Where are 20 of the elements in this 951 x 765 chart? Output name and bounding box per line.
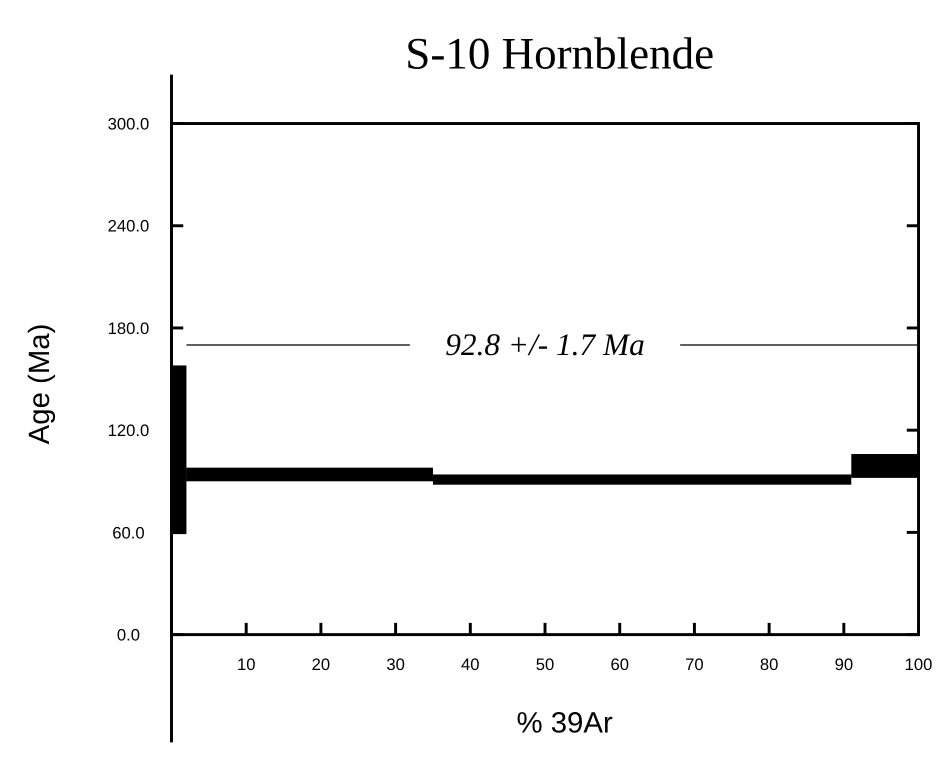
x-axis-title: % 39Ar (516, 706, 613, 740)
y-tick-label: 300.0 (108, 114, 150, 134)
x-tick-label: 70 (685, 654, 704, 674)
y-tick-label: 60.0 (112, 523, 145, 542)
chart-title: S-10 Hornblende (405, 28, 714, 79)
y-tick-label: 180.0 (108, 318, 150, 338)
x-tick-label: 50 (536, 654, 554, 674)
x-tick-label: 40 (461, 654, 480, 674)
x-tick-label: 10 (236, 654, 256, 674)
x-tick-label: 30 (386, 654, 405, 674)
y-tick-label: 120.0 (108, 421, 150, 440)
y-tick-label: 240.0 (108, 216, 150, 236)
ref-line-label: 92.8 +/- 1.7 Ma (445, 326, 645, 362)
x-tick-label: 90 (834, 654, 854, 674)
y-tick-label: 0.0 (116, 625, 140, 644)
y-axis-title: Age (Ma) (23, 324, 56, 444)
x-tick-label: 80 (760, 654, 778, 674)
x-tick-label: 20 (312, 654, 330, 674)
x-tick-label: 100 (904, 654, 932, 674)
x-tick-label: 60 (610, 654, 629, 674)
